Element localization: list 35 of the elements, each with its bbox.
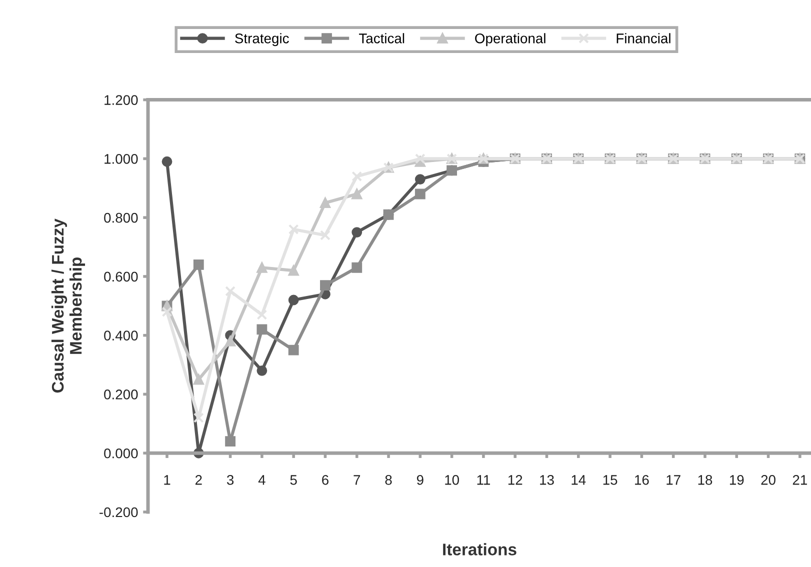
legend-label: Financial — [616, 33, 670, 44]
x-tick-label: 15 — [603, 475, 618, 485]
y-tick-label: 1.200 — [104, 95, 138, 105]
x-tick-label: 10 — [445, 475, 459, 485]
x-tick-label: 8 — [385, 475, 392, 485]
y-tick-label: -0.200 — [100, 507, 138, 518]
x-tick-label: 3 — [226, 475, 234, 485]
x-tick-label: 16 — [635, 475, 649, 485]
y-axis-title: Causal Weight / Fuzzy Membership — [51, 218, 86, 393]
x-tick-label: 5 — [290, 475, 297, 485]
y-tick-label: 0.600 — [104, 272, 138, 282]
x-tick-label: 21 — [792, 475, 807, 485]
legend-label: Operational — [475, 33, 546, 46]
x-axis-title: Iterations — [443, 543, 516, 556]
x-tick-label: 7 — [354, 475, 360, 485]
x-tick-label: 17 — [666, 475, 680, 485]
x-tick-label: 4 — [258, 475, 266, 485]
y-tick-label: 0.800 — [104, 212, 138, 223]
x-tick-label: 20 — [761, 475, 776, 485]
x-tick-label: 6 — [322, 475, 328, 485]
legend-label: Tactical — [359, 33, 404, 44]
x-tick-label: 12 — [508, 475, 522, 485]
x-tick-label: 19 — [730, 475, 744, 485]
x-tick-label: 1 — [164, 475, 170, 485]
x-tick-label: 18 — [698, 475, 712, 485]
x-tick-label: 13 — [540, 475, 554, 485]
y-tick-label: 0.000 — [104, 448, 138, 458]
y-tick-label: 1.000 — [104, 154, 138, 164]
y-tick-label: 0.400 — [104, 330, 138, 341]
x-tick-label: 9 — [416, 475, 424, 485]
y-tick-label: 0.200 — [104, 390, 138, 400]
x-tick-label: 2 — [195, 475, 202, 485]
x-tick-label: 14 — [572, 475, 586, 485]
x-tick-label: 11 — [477, 475, 490, 485]
legend-label: Strategic — [235, 33, 289, 46]
